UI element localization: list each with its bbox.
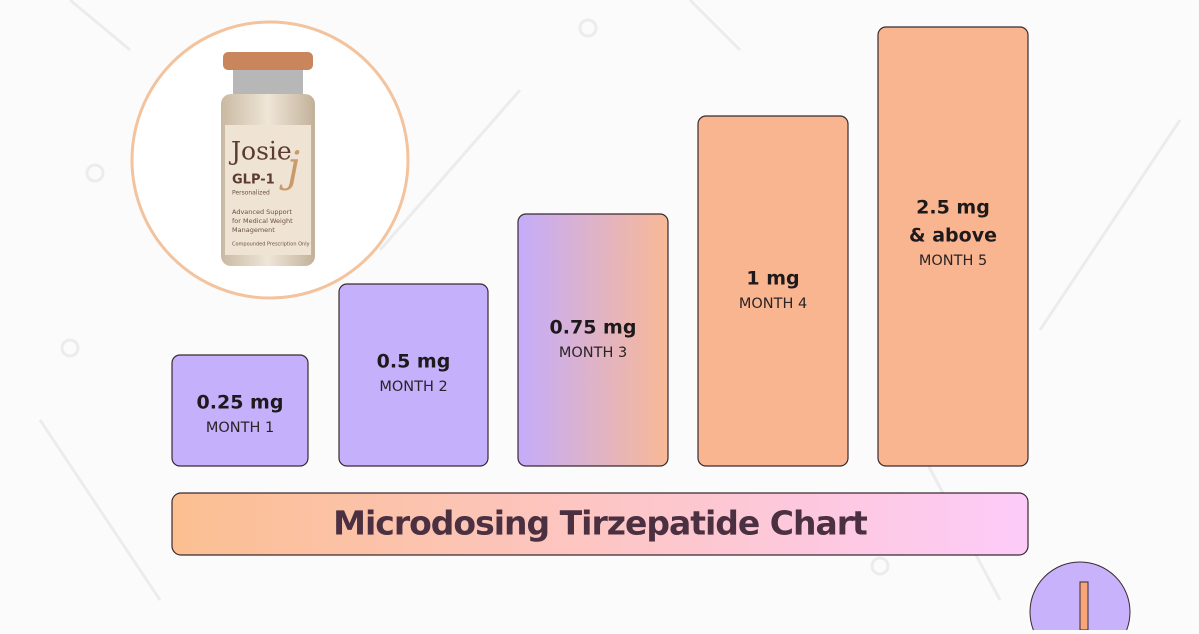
step-month: MONTH 5: [919, 253, 987, 269]
vial-description: Management: [232, 226, 275, 234]
step-bar: [517, 213, 669, 467]
step-dose: 0.25 mg: [197, 392, 284, 414]
step-bar: [171, 354, 309, 467]
vial-description: for Medical Weight: [232, 217, 293, 225]
background-pattern: [38, 0, 1182, 601]
step-month: MONTH 2: [379, 379, 447, 395]
step-dose: 0.5 mg: [377, 351, 451, 373]
step-dose: 0.75 mg: [550, 317, 637, 339]
vial-product: GLP-1: [232, 173, 275, 188]
chart-title: Microdosing Tirzepatide Chart: [333, 504, 868, 543]
step-month: MONTH 3: [559, 345, 627, 361]
step-month: MONTH 4: [739, 296, 807, 312]
step-dose: & above: [909, 225, 997, 247]
vial: [221, 52, 315, 266]
step-dose: 2.5 mg: [916, 197, 990, 219]
vial-subtitle: Personalized: [232, 190, 270, 197]
decor-bar: [1079, 581, 1089, 631]
vial-brand: Josie: [228, 137, 292, 166]
vial-note: Compounded Prescription Only: [232, 242, 310, 248]
step-bar: [338, 283, 489, 467]
step-dose: 1 mg: [746, 268, 799, 290]
title-bar: [171, 492, 1029, 556]
step-month: MONTH 1: [206, 420, 274, 436]
vial-description: Advanced Support: [232, 208, 292, 216]
step-bar: [877, 26, 1029, 467]
step-bar: [697, 115, 849, 467]
